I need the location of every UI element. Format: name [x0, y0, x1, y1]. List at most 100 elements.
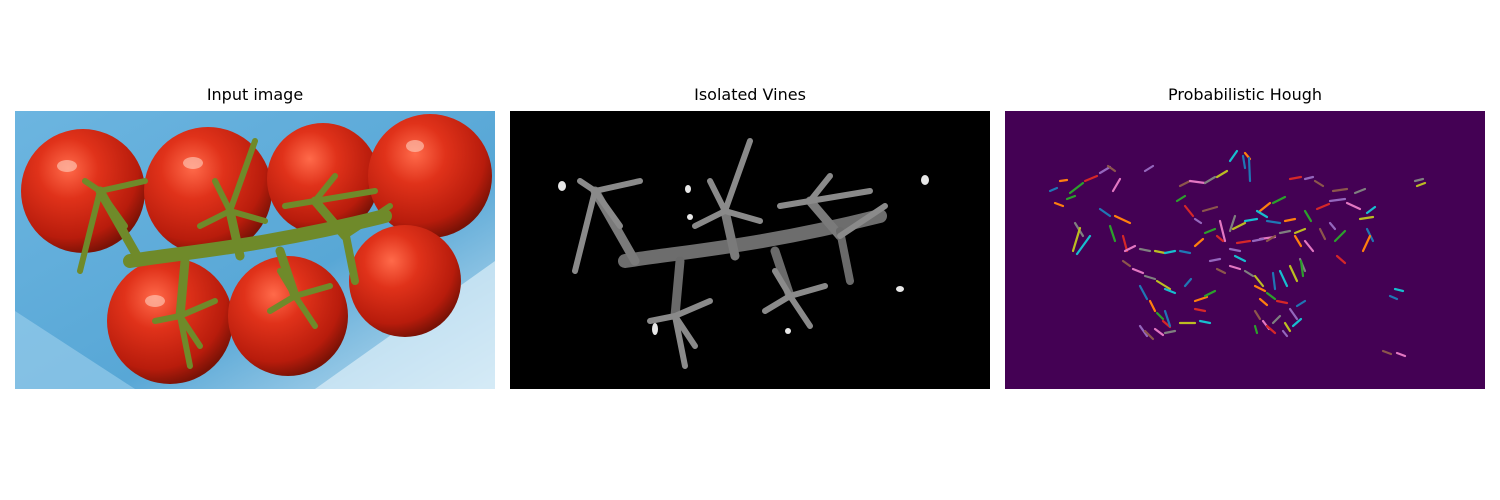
probabilistic-hough-image — [1005, 111, 1485, 389]
hough-line-segment — [1208, 257, 1222, 263]
hough-line-segment — [1215, 267, 1227, 275]
hough-line-segment — [1253, 324, 1259, 335]
hough-line-segment — [1333, 229, 1347, 243]
hough-line-segment — [1315, 202, 1331, 211]
hough-line-segment — [1121, 234, 1129, 253]
hough-line-segment — [1203, 289, 1217, 298]
hough-line-segment — [1178, 179, 1192, 188]
probabilistic-hough-title: Probabilistic Hough — [1167, 85, 1323, 104]
hough-line-segment — [1288, 307, 1299, 321]
hough-line-segment — [1068, 181, 1085, 195]
hough-line-segment — [1265, 324, 1277, 335]
hough-line-segment — [1231, 221, 1247, 231]
hough-line-segment — [1183, 277, 1193, 288]
hough-line-segment — [1193, 237, 1205, 248]
hough-line-segment — [1106, 164, 1117, 173]
hough-line-segment — [1313, 179, 1325, 188]
hough-line-segment — [1241, 154, 1247, 170]
hough-lines-plot — [1005, 111, 1485, 389]
input-image-title: Input image — [206, 85, 304, 104]
hough-line-segment — [1138, 324, 1149, 338]
hough-line-segment — [1178, 249, 1192, 255]
hough-background — [1005, 111, 1485, 389]
hough-line-segment — [1143, 329, 1155, 341]
hough-line-segment — [1075, 234, 1092, 256]
hough-line-segment — [1053, 201, 1065, 208]
hough-line-segment — [1138, 247, 1152, 253]
hough-line-segment — [1163, 287, 1177, 295]
hough-line-segment — [1065, 194, 1077, 201]
hough-line-segment — [1258, 297, 1269, 307]
hough-line-segment — [1161, 319, 1172, 329]
hough-line-segment — [1303, 239, 1315, 253]
hough-line-segment — [1228, 149, 1239, 163]
hough-line-segment — [1155, 311, 1165, 321]
hough-line-segment — [1345, 201, 1362, 211]
hough-line-segment — [1113, 214, 1132, 225]
hough-line-segment — [1193, 295, 1209, 303]
hough-line-segment — [1251, 237, 1265, 243]
hough-line-segment — [1058, 178, 1069, 183]
hough-line-segment — [1243, 269, 1255, 278]
hough-line-segment — [1291, 317, 1303, 328]
hough-line-segment — [1193, 217, 1203, 225]
hough-line-segment — [1111, 177, 1122, 193]
hough-line-segment — [1163, 309, 1172, 328]
hough-line-segment — [1183, 204, 1195, 218]
hough-line-segment — [1293, 234, 1303, 248]
hough-line-segment — [1175, 194, 1187, 203]
hough-line-segment — [1098, 207, 1112, 218]
hough-line-segment — [1283, 217, 1297, 223]
hough-line-segment — [1188, 179, 1207, 185]
hough-line-segment — [1293, 227, 1307, 235]
hough-line-segment — [1203, 227, 1217, 235]
hough-line-segment — [1271, 195, 1287, 205]
vine-mask — [572, 138, 888, 369]
hough-line-segment — [1247, 156, 1252, 183]
hough-line-segment — [1303, 209, 1313, 223]
hough-line-segment — [1281, 329, 1289, 338]
hough-line-segment — [1278, 269, 1289, 288]
vine — [77, 138, 393, 369]
hough-line-segment — [1295, 299, 1307, 308]
hough-line-segment — [1415, 181, 1427, 188]
hough-line-segment — [1299, 259, 1305, 278]
hough-line-segment — [1163, 329, 1177, 335]
hough-line-segment — [1153, 327, 1165, 337]
hough-line-segment — [1361, 234, 1372, 253]
hough-line-segment — [1235, 239, 1252, 245]
hough-line-segment — [1365, 205, 1377, 215]
hough-line-segment — [1228, 214, 1237, 233]
hough-line-segment — [1353, 187, 1367, 195]
hough-line-segment — [1358, 215, 1375, 221]
hough-line-segment — [1048, 186, 1059, 193]
hough-line-segment — [1395, 351, 1407, 358]
hough-line-segment — [1283, 321, 1292, 333]
hough-line-segment — [1388, 294, 1399, 301]
hough-line-segment — [1121, 259, 1132, 268]
hough-line-segment — [1071, 226, 1082, 253]
hough-line-segment — [1253, 284, 1267, 293]
hough-line-segment — [1138, 284, 1149, 301]
hough-line-segment — [1335, 254, 1347, 265]
hough-line-segment — [1255, 209, 1269, 219]
hough-line-segment — [1288, 175, 1303, 181]
isolated-vines-image — [510, 111, 990, 389]
input-image — [15, 111, 495, 389]
hough-line-segment — [1215, 234, 1225, 243]
hough-line-segment — [1328, 197, 1347, 203]
hough-line-segment — [1271, 271, 1277, 291]
hough-line-segment — [1228, 247, 1242, 253]
hough-line-segment — [1148, 299, 1157, 313]
hough-line-segment — [1155, 279, 1172, 291]
hough-line-segment — [1288, 264, 1299, 283]
hough-line-segment — [1193, 307, 1207, 313]
hough-line-segment — [1278, 229, 1292, 235]
hough-line-segment — [1098, 165, 1112, 175]
hough-line-segment — [1265, 291, 1277, 301]
hough-line-segment — [1265, 219, 1282, 225]
hough-line-segment — [1243, 217, 1259, 223]
hough-line-segment — [1331, 187, 1349, 193]
isolated-vines-title: Isolated Vines — [694, 85, 806, 104]
hough-line-segment — [1201, 205, 1219, 213]
